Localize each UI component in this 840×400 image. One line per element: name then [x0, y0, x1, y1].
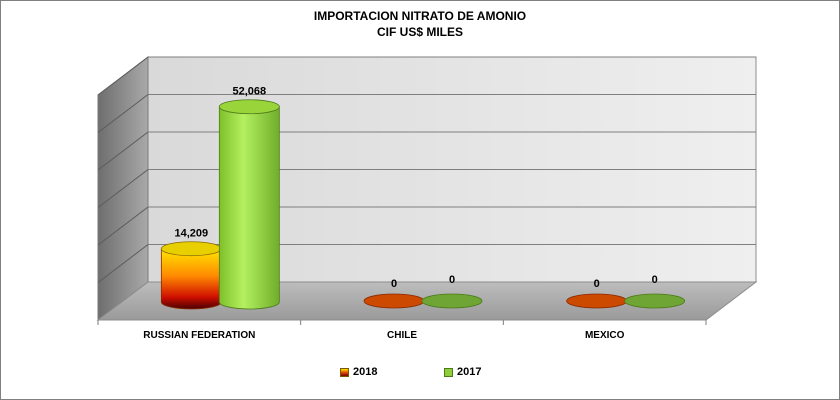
side-gridline [97, 131, 149, 171]
legend-swatch-2017 [444, 367, 453, 377]
legend-item-2018: 2018 [340, 366, 377, 378]
data-label: 0 [594, 278, 600, 290]
legend-swatch-2018 [340, 367, 349, 377]
side-gridline [97, 169, 149, 208]
side-gridline [97, 244, 149, 283]
bar-top-2018-0 [160, 241, 222, 257]
data-label: 0 [449, 274, 455, 286]
bar-zero-2018-1 [363, 293, 425, 309]
legend-label-2018: 2018 [353, 366, 378, 378]
bar-top-2017-0 [218, 99, 280, 115]
side-gridline [97, 206, 149, 246]
data-label: 52,068 [233, 86, 267, 98]
category-label: CHILE [387, 330, 417, 341]
bar-2017-0 [218, 106, 280, 310]
chart-subtitle: CIF US$ MILES [376, 25, 463, 39]
bar-zero-2018-2 [566, 293, 628, 309]
category-label: RUSSIAN FEDERATION [143, 330, 255, 341]
category-label: MEXICO [585, 330, 625, 341]
chart-title: IMPORTACION NITRATO DE AMONIO [313, 9, 527, 23]
bar-zero-2017-2 [624, 293, 686, 309]
side-gridline [97, 94, 149, 133]
legend-label-2017: 2017 [457, 366, 482, 378]
data-label: 0 [391, 278, 397, 290]
chart-title-block: IMPORTACION NITRATO DE AMONIO CIF US$ MI… [0, 8, 840, 40]
side-gridline [97, 56, 149, 96]
legend-item-2017: 2017 [444, 366, 481, 378]
data-label: 0 [652, 274, 658, 286]
data-label: 14,209 [175, 228, 209, 240]
bar-2018-0 [160, 248, 222, 310]
bar-zero-2017-1 [421, 293, 483, 309]
